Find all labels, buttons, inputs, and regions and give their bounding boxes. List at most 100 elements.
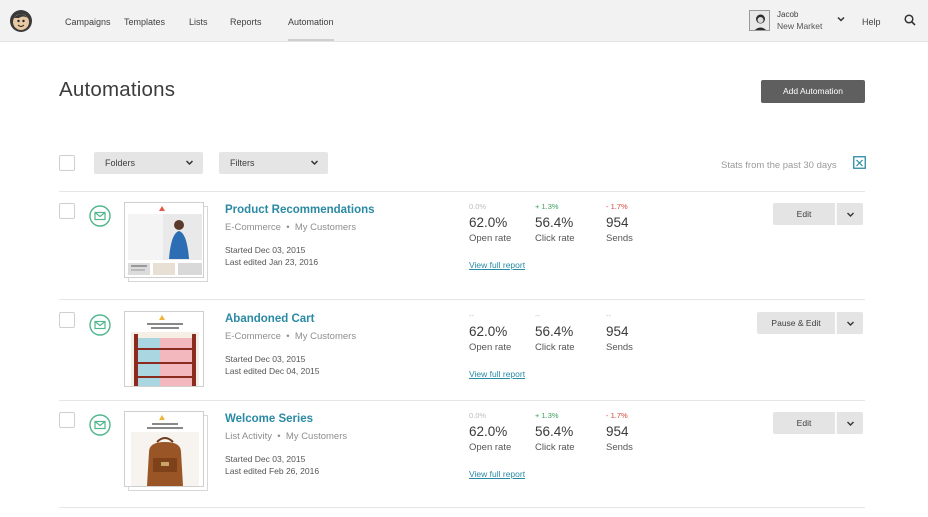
email-preview-thumbnail[interactable] (124, 202, 210, 282)
folders-dropdown-label: Folders (105, 158, 136, 168)
user-avatar[interactable] (749, 10, 770, 31)
stat-label: Open rate (469, 233, 512, 244)
calendar-icon[interactable] (853, 156, 866, 169)
open-rate-stat: 0.0% 62.0% Open rate (469, 202, 529, 244)
nav-link-templates[interactable]: Templates (124, 17, 166, 27)
click-rate-stat: + 1.3% 56.4% Click rate (535, 202, 595, 244)
stat-value: 62.0% (469, 424, 508, 439)
automation-title[interactable]: Welcome Series (225, 413, 314, 425)
meta-separator: • (283, 222, 295, 233)
automation-edited-date: Last edited Jan 23, 2016 (225, 257, 319, 267)
edit-button[interactable]: Edit (773, 412, 835, 434)
email-icon (89, 314, 111, 336)
view-full-report-link[interactable]: View full report (469, 260, 526, 270)
filters-dropdown[interactable]: Filters (219, 152, 328, 174)
meta-separator: • (274, 431, 286, 442)
row-checkbox[interactable] (59, 203, 75, 219)
sends-stat: - 1.7% 954 Sends (606, 411, 666, 453)
chevron-down-icon[interactable] (836, 14, 846, 24)
automation-started-date: Started Dec 03, 2015 (225, 454, 306, 464)
automation-title[interactable]: Product Recommendations (225, 204, 375, 216)
chevron-down-icon (847, 212, 854, 217)
automation-meta: E-Commerce • My Customers (225, 222, 356, 233)
nav-link-reports[interactable]: Reports (230, 17, 262, 27)
top-navigation-bar: Campaigns Templates Lists Reports Automa… (0, 0, 928, 42)
filters-dropdown-label: Filters (230, 158, 255, 168)
list-divider (59, 191, 865, 192)
list-divider (59, 507, 865, 508)
page-title: Automations (59, 78, 176, 101)
automation-meta: E-Commerce • My Customers (225, 331, 356, 342)
stats-period-label: Stats from the past 30 days (721, 160, 837, 171)
stat-delta: 0.0% (469, 202, 487, 211)
meta-separator: • (283, 331, 295, 342)
automation-row: Welcome Series List Activity • My Custom… (0, 401, 928, 501)
email-preview-thumbnail[interactable] (124, 311, 210, 391)
automation-category: E-Commerce (225, 331, 281, 342)
automation-title[interactable]: Abandoned Cart (225, 313, 315, 325)
backpack-email-image (125, 412, 203, 486)
stat-label: Open rate (469, 442, 512, 453)
automation-meta: List Activity • My Customers (225, 431, 347, 442)
stat-delta: -- (469, 311, 474, 320)
automation-started-date: Started Dec 03, 2015 (225, 354, 306, 364)
nav-link-lists[interactable]: Lists (189, 17, 208, 27)
stat-delta: -- (535, 311, 540, 320)
stat-label: Click rate (535, 233, 575, 244)
stat-delta: -- (606, 311, 611, 320)
email-preview-thumbnail[interactable] (124, 411, 210, 491)
user-name[interactable]: Jacob (777, 10, 799, 19)
thumbnail-front (124, 411, 204, 487)
automation-row: Abandoned Cart E-Commerce • My Customers… (0, 301, 928, 401)
stat-label: Click rate (535, 342, 575, 353)
row-checkbox[interactable] (59, 412, 75, 428)
open-rate-stat: 0.0% 62.0% Open rate (469, 411, 529, 453)
freddie-logo-icon[interactable] (9, 9, 33, 33)
email-icon (89, 414, 111, 436)
nav-link-campaigns[interactable]: Campaigns (65, 17, 111, 27)
stat-delta: - 1.7% (606, 411, 628, 420)
automation-edited-date: Last edited Dec 04, 2015 (225, 366, 320, 376)
stat-value: 56.4% (535, 324, 574, 339)
stat-label: Sends (606, 442, 633, 453)
select-all-checkbox[interactable] (59, 155, 75, 171)
stat-value: 954 (606, 424, 629, 439)
stat-delta: + 1.3% (535, 202, 559, 211)
action-menu-button[interactable] (836, 312, 863, 334)
automation-category: List Activity (225, 431, 272, 442)
open-rate-stat: -- 62.0% Open rate (469, 311, 529, 353)
automation-edited-date: Last edited Feb 26, 2016 (225, 466, 320, 476)
stat-label: Click rate (535, 442, 575, 453)
click-rate-stat: -- 56.4% Click rate (535, 311, 595, 353)
pause-and-edit-button[interactable]: Pause & Edit (757, 312, 835, 334)
help-link[interactable]: Help (862, 17, 881, 27)
thumbnail-front (124, 311, 204, 387)
stat-value: 62.0% (469, 324, 508, 339)
folders-dropdown[interactable]: Folders (94, 152, 203, 174)
add-automation-button[interactable]: Add Automation (761, 80, 865, 103)
stat-value: 954 (606, 215, 629, 230)
view-full-report-link[interactable]: View full report (469, 469, 526, 479)
search-icon[interactable] (904, 14, 916, 26)
stat-delta: + 1.3% (535, 411, 559, 420)
automation-list: My Customers (285, 431, 348, 442)
thumbnail-front (124, 202, 204, 278)
stat-value: 62.0% (469, 215, 508, 230)
chevron-down-icon (310, 160, 319, 166)
view-full-report-link[interactable]: View full report (469, 369, 526, 379)
row-checkbox[interactable] (59, 312, 75, 328)
user-organization[interactable]: New Market (777, 21, 823, 31)
edit-button[interactable]: Edit (773, 203, 835, 225)
sends-stat: -- 954 Sends (606, 311, 666, 353)
action-menu-button[interactable] (836, 412, 863, 434)
stat-delta: - 1.7% (606, 202, 628, 211)
stat-value: 954 (606, 324, 629, 339)
shelf-email-image (125, 312, 203, 386)
chevron-down-icon (185, 160, 194, 166)
chevron-down-icon (847, 421, 854, 426)
stat-label: Sends (606, 233, 633, 244)
automation-category: E-Commerce (225, 222, 281, 233)
action-menu-button[interactable] (836, 203, 863, 225)
nav-link-automation[interactable]: Automation (288, 17, 334, 41)
automation-list: My Customers (294, 331, 357, 342)
